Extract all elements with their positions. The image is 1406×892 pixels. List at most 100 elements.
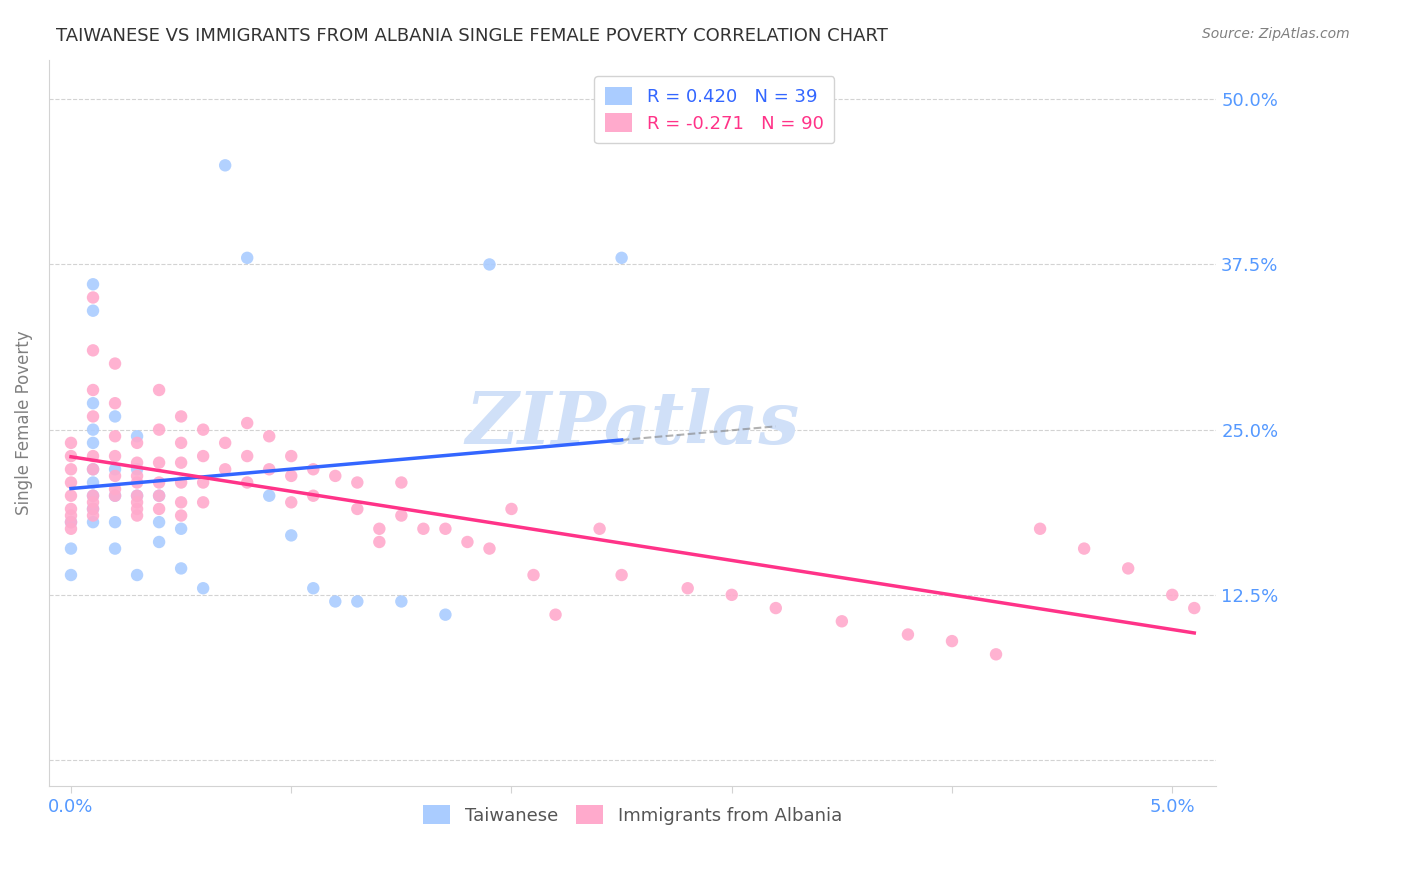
Point xyxy=(478,257,501,271)
Point xyxy=(59,435,82,450)
Point xyxy=(257,462,280,476)
Point xyxy=(170,508,193,523)
Point xyxy=(280,528,302,542)
Point xyxy=(104,462,127,476)
Point xyxy=(82,396,104,410)
Point xyxy=(59,541,82,556)
Point xyxy=(191,449,214,463)
Point xyxy=(544,607,567,622)
Point xyxy=(82,462,104,476)
Point xyxy=(897,627,920,641)
Point xyxy=(82,291,104,305)
Point xyxy=(257,429,280,443)
Point xyxy=(214,158,236,172)
Point xyxy=(148,383,170,397)
Text: TAIWANESE VS IMMIGRANTS FROM ALBANIA SINGLE FEMALE POVERTY CORRELATION CHART: TAIWANESE VS IMMIGRANTS FROM ALBANIA SIN… xyxy=(56,27,889,45)
Point xyxy=(104,357,127,371)
Point xyxy=(148,502,170,516)
Text: Source: ZipAtlas.com: Source: ZipAtlas.com xyxy=(1202,27,1350,41)
Point xyxy=(236,449,259,463)
Point xyxy=(610,568,633,582)
Text: ZIPatlas: ZIPatlas xyxy=(465,387,800,458)
Point xyxy=(148,515,170,529)
Point xyxy=(170,495,193,509)
Point xyxy=(125,456,148,470)
Point xyxy=(941,634,963,648)
Point xyxy=(59,462,82,476)
Point xyxy=(720,588,742,602)
Point xyxy=(104,515,127,529)
Point xyxy=(170,475,193,490)
Point xyxy=(82,475,104,490)
Point xyxy=(104,541,127,556)
Point xyxy=(346,594,368,608)
Point xyxy=(191,475,214,490)
Point xyxy=(125,495,148,509)
Point xyxy=(125,489,148,503)
Point xyxy=(82,502,104,516)
Point xyxy=(302,581,325,595)
Point xyxy=(148,475,170,490)
Point xyxy=(1182,601,1205,615)
Point xyxy=(522,568,544,582)
Point xyxy=(104,409,127,424)
Point xyxy=(82,508,104,523)
Point xyxy=(501,502,523,516)
Point xyxy=(82,462,104,476)
Point xyxy=(434,607,457,622)
Point xyxy=(323,594,346,608)
Point xyxy=(214,435,236,450)
Point xyxy=(302,462,325,476)
Point xyxy=(82,383,104,397)
Point xyxy=(765,601,787,615)
Point xyxy=(368,535,391,549)
Point xyxy=(125,502,148,516)
Point xyxy=(280,449,302,463)
Point xyxy=(170,435,193,450)
Point xyxy=(125,508,148,523)
Point xyxy=(984,648,1007,662)
Point xyxy=(82,515,104,529)
Point xyxy=(59,502,82,516)
Point xyxy=(148,456,170,470)
Point xyxy=(170,409,193,424)
Point xyxy=(236,475,259,490)
Point xyxy=(676,581,699,595)
Point xyxy=(82,495,104,509)
Point xyxy=(125,475,148,490)
Point xyxy=(104,489,127,503)
Point xyxy=(1029,522,1052,536)
Point xyxy=(125,469,148,483)
Point xyxy=(104,429,127,443)
Point xyxy=(280,469,302,483)
Point xyxy=(82,449,104,463)
Point xyxy=(59,568,82,582)
Y-axis label: Single Female Poverty: Single Female Poverty xyxy=(15,331,32,516)
Point xyxy=(82,409,104,424)
Point xyxy=(831,615,853,629)
Point xyxy=(148,535,170,549)
Point xyxy=(104,489,127,503)
Point xyxy=(214,462,236,476)
Point xyxy=(82,502,104,516)
Point xyxy=(59,522,82,536)
Point xyxy=(82,303,104,318)
Point xyxy=(191,581,214,595)
Point xyxy=(59,449,82,463)
Point xyxy=(389,475,412,490)
Point xyxy=(434,522,457,536)
Point xyxy=(1073,541,1095,556)
Point xyxy=(280,495,302,509)
Point xyxy=(59,489,82,503)
Point xyxy=(82,489,104,503)
Point xyxy=(59,475,82,490)
Point xyxy=(104,469,127,483)
Point xyxy=(323,469,346,483)
Point xyxy=(82,277,104,292)
Point xyxy=(104,482,127,496)
Point xyxy=(125,462,148,476)
Point xyxy=(170,561,193,575)
Point xyxy=(170,522,193,536)
Point xyxy=(148,489,170,503)
Point xyxy=(368,522,391,536)
